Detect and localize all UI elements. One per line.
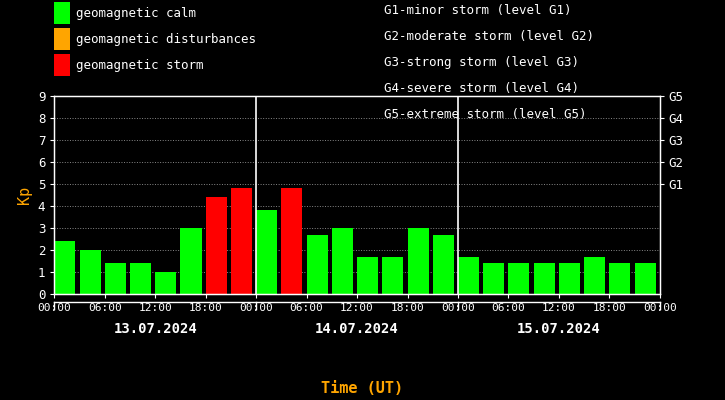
Bar xyxy=(458,257,479,294)
Bar xyxy=(483,263,504,294)
Bar xyxy=(407,228,428,294)
Bar xyxy=(382,257,403,294)
Bar xyxy=(206,197,227,294)
Bar xyxy=(559,263,580,294)
Text: G5-extreme storm (level G5): G5-extreme storm (level G5) xyxy=(384,108,587,121)
Text: geomagnetic disturbances: geomagnetic disturbances xyxy=(76,32,256,46)
Bar xyxy=(105,263,126,294)
Bar xyxy=(508,263,529,294)
Bar xyxy=(332,228,353,294)
Text: 15.07.2024: 15.07.2024 xyxy=(517,322,601,336)
Bar xyxy=(357,257,378,294)
Text: G1-minor storm (level G1): G1-minor storm (level G1) xyxy=(384,4,572,17)
Text: geomagnetic storm: geomagnetic storm xyxy=(76,58,204,72)
Bar xyxy=(634,263,655,294)
Text: G3-strong storm (level G3): G3-strong storm (level G3) xyxy=(384,56,579,69)
Bar xyxy=(155,272,176,294)
Bar xyxy=(231,188,252,294)
Text: 13.07.2024: 13.07.2024 xyxy=(113,322,197,336)
Bar xyxy=(181,228,202,294)
Bar xyxy=(433,234,454,294)
Bar xyxy=(54,241,75,294)
Text: Time (UT): Time (UT) xyxy=(321,381,404,396)
Bar xyxy=(281,188,302,294)
Text: 14.07.2024: 14.07.2024 xyxy=(315,322,399,336)
Bar xyxy=(130,263,151,294)
Bar xyxy=(584,257,605,294)
Text: G2-moderate storm (level G2): G2-moderate storm (level G2) xyxy=(384,30,594,43)
Text: G4-severe storm (level G4): G4-severe storm (level G4) xyxy=(384,82,579,95)
Bar xyxy=(307,234,328,294)
Y-axis label: Kp: Kp xyxy=(17,186,33,204)
Bar xyxy=(256,210,277,294)
Bar xyxy=(80,250,101,294)
Bar xyxy=(534,263,555,294)
Text: geomagnetic calm: geomagnetic calm xyxy=(76,6,196,20)
Bar xyxy=(609,263,630,294)
